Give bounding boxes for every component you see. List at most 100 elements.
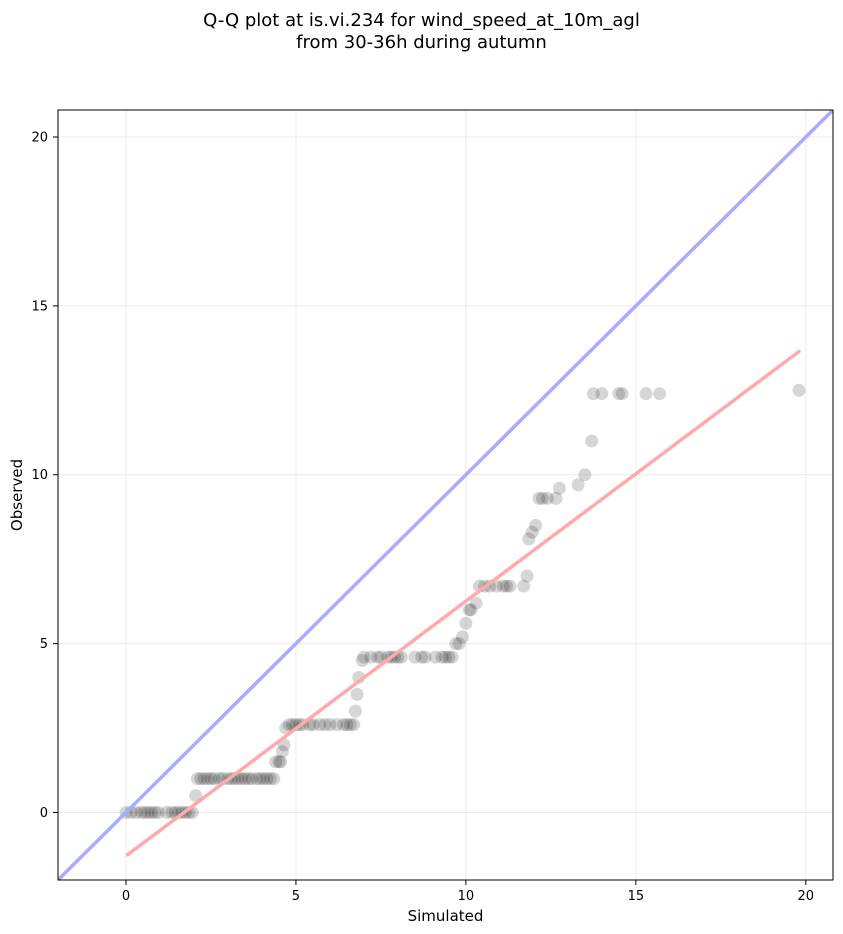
- data-point: [313, 718, 327, 732]
- data-point: [615, 387, 629, 401]
- y-tick-label: 0: [40, 806, 48, 821]
- data-point: [245, 772, 259, 786]
- data-point: [364, 650, 378, 664]
- data-point: [535, 491, 549, 505]
- data-point: [260, 772, 274, 786]
- data-point: [350, 687, 364, 701]
- data-point: [549, 491, 563, 505]
- plot-frame: [57, 109, 834, 881]
- data-point: [204, 772, 218, 786]
- x-tick-label: 10: [458, 889, 475, 904]
- data-point: [306, 718, 320, 732]
- data-point: [235, 772, 249, 786]
- data-point: [455, 630, 469, 644]
- data-point: [263, 772, 277, 786]
- data-point: [585, 434, 599, 448]
- x-tick-label: 5: [292, 889, 300, 904]
- data-point: [445, 650, 459, 664]
- data-point: [532, 491, 546, 505]
- x-tick-label: 0: [122, 889, 130, 904]
- data-point: [323, 718, 337, 732]
- data-point: [449, 637, 463, 651]
- data-point: [435, 650, 449, 664]
- data-point: [503, 579, 517, 593]
- data-point: [792, 383, 806, 397]
- data-point: [189, 789, 203, 803]
- data-point: [148, 805, 162, 819]
- data-point: [415, 650, 429, 664]
- chart-subtitle: from 30-36h during autumn: [296, 32, 547, 53]
- data-point: [165, 805, 179, 819]
- data-point: [371, 650, 385, 664]
- data-point: [197, 772, 211, 786]
- data-point: [138, 805, 152, 819]
- data-point: [257, 772, 271, 786]
- data-point: [428, 650, 442, 664]
- data-point: [540, 491, 554, 505]
- data-point: [489, 579, 503, 593]
- x-tick-label: 15: [628, 889, 645, 904]
- data-point: [347, 718, 361, 732]
- grid-lines: [58, 110, 833, 880]
- data-point: [462, 603, 476, 617]
- data-point: [442, 650, 456, 664]
- data-point: [452, 637, 466, 651]
- data-point: [160, 805, 174, 819]
- chart-title: Q-Q plot at is.vi.234 for wind_speed_at_…: [203, 10, 640, 31]
- data-point: [330, 718, 344, 732]
- data-point: [529, 518, 543, 532]
- data-point: [439, 650, 452, 664]
- data-point: [525, 525, 539, 539]
- data-point: [639, 387, 653, 401]
- data-point: [408, 650, 422, 664]
- data-point: [496, 579, 510, 593]
- data-point: [612, 387, 626, 401]
- y-tick-label: 5: [40, 637, 48, 652]
- data-point: [348, 704, 362, 718]
- data-point: [500, 579, 514, 593]
- data-point: [357, 650, 371, 664]
- data-point: [241, 772, 255, 786]
- chart-title-block: Q-Q plot at is.vi.234 for wind_speed_at_…: [0, 10, 843, 54]
- data-point: [343, 718, 357, 732]
- data-point: [464, 603, 478, 617]
- data-point: [571, 478, 585, 492]
- data-point: [129, 805, 143, 819]
- data-point: [459, 616, 473, 630]
- data-point: [267, 772, 281, 786]
- identity-line: [58, 110, 833, 880]
- data-point: [238, 772, 252, 786]
- data-point: [269, 755, 283, 769]
- data-point: [586, 387, 600, 401]
- data-point: [190, 772, 204, 786]
- data-point: [141, 805, 155, 819]
- data-point: [653, 387, 667, 401]
- y-tick-label: 10: [31, 468, 48, 483]
- data-point: [274, 755, 288, 769]
- data-point: [279, 721, 293, 735]
- data-point: [194, 772, 208, 786]
- data-point: [275, 745, 289, 759]
- data-point: [207, 772, 221, 786]
- fit-line: [125, 349, 801, 857]
- data-point: [418, 650, 432, 664]
- data-point: [595, 387, 609, 401]
- y-tick-label: 20: [31, 131, 48, 146]
- axis-ticks: 0 5 10 15 20 0 5 10 15 20: [31, 131, 814, 904]
- data-point: [355, 653, 369, 667]
- data-point: [272, 755, 286, 769]
- data-point: [522, 532, 536, 546]
- data-point: [144, 805, 158, 819]
- data-point: [578, 468, 592, 482]
- data-point: [282, 718, 296, 732]
- y-tick-label: 15: [31, 299, 48, 314]
- data-point: [201, 772, 215, 786]
- data-point: [517, 579, 531, 593]
- data-point: [552, 481, 566, 495]
- data-point: [520, 569, 534, 583]
- data-point: [318, 718, 332, 732]
- data-point: [134, 805, 148, 819]
- data-point: [469, 596, 483, 610]
- data-point: [151, 805, 165, 819]
- x-axis-label: Simulated: [408, 907, 484, 925]
